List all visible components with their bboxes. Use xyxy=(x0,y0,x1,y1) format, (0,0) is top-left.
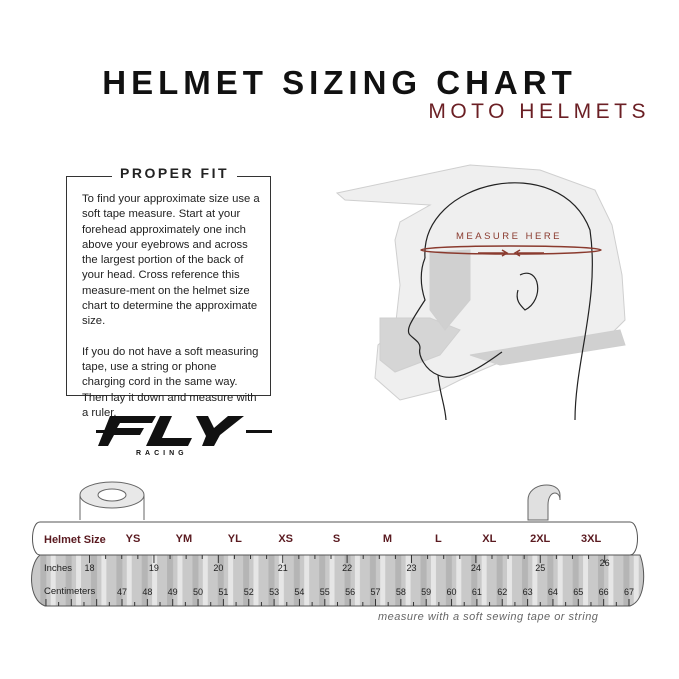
inch-23: 23 xyxy=(406,563,417,573)
centimeters-label: Centimeters xyxy=(44,586,96,597)
cm-59: 59 xyxy=(421,587,432,597)
measure-here-label: MEASURE HERE xyxy=(456,231,563,242)
cm-65: 65 xyxy=(573,587,584,597)
inches-label: Inches xyxy=(44,563,72,574)
fit-paragraph-1: To find your approximate size use a soft… xyxy=(82,193,260,328)
cm-58: 58 xyxy=(395,587,406,597)
cm-64: 64 xyxy=(547,587,558,597)
inch-26: 26 xyxy=(599,558,610,568)
inch-20: 20 xyxy=(213,563,224,573)
cm-67: 67 xyxy=(623,587,635,597)
inch-24: 24 xyxy=(470,563,481,573)
fit-paragraph-2: If you do not have a soft measuring tape… xyxy=(82,345,259,419)
page-title: HELMET SIZING CHART xyxy=(102,64,577,101)
inch-22: 22 xyxy=(342,563,353,573)
inch-25: 25 xyxy=(535,563,546,573)
size-yl: YL xyxy=(227,533,242,545)
inch-18: 18 xyxy=(84,563,95,573)
helmet-size-label: Helmet Size xyxy=(44,534,106,546)
cm-63: 63 xyxy=(522,587,533,597)
fly-racing-logo: RACING xyxy=(96,408,276,463)
cm-55: 55 xyxy=(319,587,330,597)
size-xs: XS xyxy=(278,533,294,545)
tape-hint: measure with a soft sewing tape or strin… xyxy=(378,611,599,623)
cm-53: 53 xyxy=(269,587,280,597)
proper-fit-heading: PROPER FIT xyxy=(112,165,238,181)
cm-49: 49 xyxy=(167,587,178,597)
cm-54: 54 xyxy=(294,587,305,597)
cm-66: 66 xyxy=(598,587,609,597)
size-2xl: 2XL xyxy=(530,533,551,545)
inch-19: 19 xyxy=(148,563,159,573)
page-subtitle: MOTO HELMETS xyxy=(428,100,650,123)
cm-47: 47 xyxy=(116,587,128,597)
size-l: L xyxy=(435,533,442,545)
size-3xl: 3XL xyxy=(581,533,602,545)
cm-56: 56 xyxy=(345,587,356,597)
size-m: M xyxy=(382,533,393,545)
size-ym: YM xyxy=(175,533,193,545)
size-s: S xyxy=(332,533,341,545)
cm-62: 62 xyxy=(497,587,508,597)
inch-21: 21 xyxy=(277,563,288,573)
cm-52: 52 xyxy=(243,587,254,597)
cm-50: 50 xyxy=(193,587,204,597)
proper-fit-text: To find your approximate size use a soft… xyxy=(82,192,262,436)
size-ys: YS xyxy=(125,533,141,545)
svg-text:RACING: RACING xyxy=(136,450,188,457)
size-xl: XL xyxy=(482,533,497,545)
cm-51: 51 xyxy=(218,587,229,597)
cm-60: 60 xyxy=(446,587,457,597)
cm-48: 48 xyxy=(142,587,153,597)
cm-57: 57 xyxy=(370,587,381,597)
cm-61: 61 xyxy=(471,587,482,597)
